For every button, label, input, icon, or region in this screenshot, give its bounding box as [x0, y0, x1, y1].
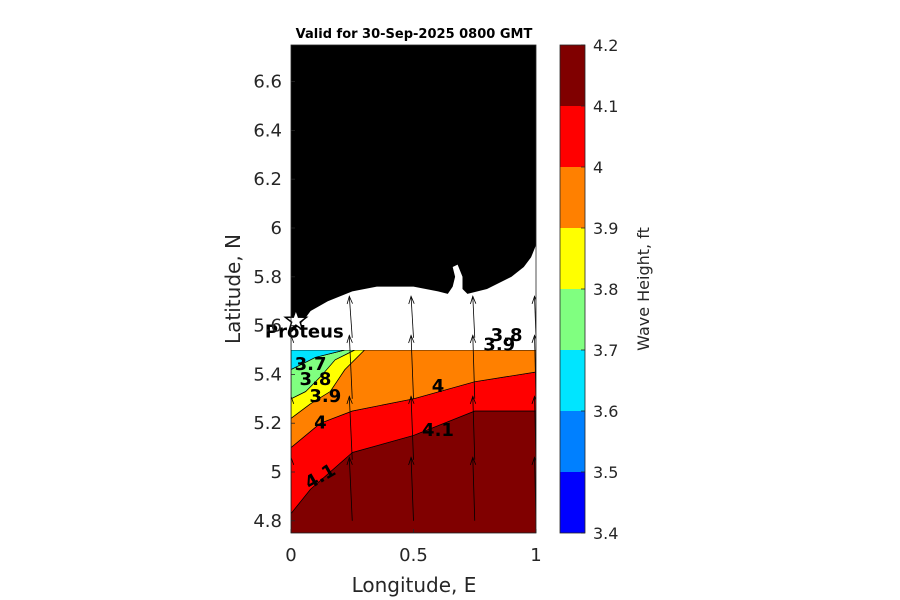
x-tick-label-1: 0.5: [399, 545, 428, 566]
wave-vector-7: [408, 395, 415, 460]
colorbar-tick-label-2: 3.6: [593, 402, 618, 421]
wave-vector-15: [346, 295, 353, 338]
coastline-region: [291, 245, 536, 350]
wave-vector-12: [408, 334, 415, 399]
colorbar-tick-label-5: 3.9: [593, 219, 618, 238]
x-axis-ticks: 0 0.5 1: [285, 529, 542, 566]
colorbar-tick-label-4: 3.8: [593, 280, 618, 299]
y-tick-label-2: 5.2: [253, 413, 282, 434]
y-tick-label-3: 5.4: [253, 364, 282, 385]
wave-vector-6: [346, 395, 353, 460]
y-axis-label: Latitude, N: [221, 234, 245, 344]
colorbar-swatch-5: [560, 167, 585, 228]
wave-vector-2: [408, 456, 415, 521]
station-label-proteus[interactable]: Proteus: [265, 322, 344, 343]
colorbar-tick-label-8: 4.2: [593, 36, 618, 55]
wave-vector-11: [346, 334, 353, 399]
y-tick-label-4: 5.6: [253, 316, 282, 337]
colorbar-swatch-6: [560, 106, 585, 167]
x-tick-label-0: 0: [285, 545, 296, 566]
x-axis-label: Longitude, E: [352, 573, 477, 597]
y-tick-label-0: 4.8: [253, 511, 282, 532]
wave-vector-1: [346, 456, 353, 521]
wave-vector-5: [291, 395, 295, 460]
contour-label-3: 3.8: [300, 369, 332, 390]
colorbar-tick-label-6: 4: [593, 158, 603, 177]
y-tick-label-8: 6.4: [253, 120, 282, 141]
colorbar-ticks: 3.4 3.5 3.6 3.7 3.8 3.9 4 4.1 4.2: [581, 36, 618, 543]
colorbar-swatches: [560, 45, 585, 533]
plot-area: [291, 45, 536, 533]
colorbar-swatch-7: [560, 45, 585, 106]
contour-labels: 4.143.93.83.74.143.93.8: [295, 325, 523, 494]
colorbar-swatch-3: [560, 289, 585, 350]
y-tick-label-9: 6.6: [253, 72, 282, 93]
wave-vector-10: [291, 334, 295, 399]
station-star-icon[interactable]: [283, 307, 309, 332]
colorbar-swatch-1: [560, 411, 585, 472]
contour-label-6: 4: [432, 376, 445, 397]
wave-vector-3: [469, 456, 477, 521]
contour-label-5: 4.1: [422, 420, 454, 441]
colorbar-swatch-4: [560, 228, 585, 289]
y-tick-label-1: 5: [271, 462, 282, 483]
contour-label-8: 3.8: [491, 325, 523, 346]
station-marker-group: Proteus: [265, 307, 344, 343]
y-tick-label-5: 5.8: [253, 267, 282, 288]
wave-vector-16: [408, 295, 415, 338]
colorbar-swatch-2: [560, 350, 585, 411]
colorbar: 3.4 3.5 3.6 3.7 3.8 3.9 4 4.1 4.2 Wave Height, f…: [559, 36, 653, 543]
colorbar-tick-label-3: 3.7: [593, 341, 618, 360]
colorbar-label: Wave Height, ft: [634, 227, 653, 351]
colorbar-tick-label-0: 3.4: [593, 524, 618, 543]
x-tick-label-2: 1: [530, 545, 541, 566]
chart-title: Valid for 30-Sep-2025 0800 GMT: [296, 27, 533, 42]
wave-vector-17: [470, 295, 477, 338]
wave-vector-0: [291, 456, 295, 521]
y-axis-ticks: 4.8 5 5.2 5.4 5.6 5.8 6 6.2 6.4 6.6: [253, 72, 295, 532]
colorbar-tick-label-1: 3.5: [593, 463, 618, 482]
wave-vector-8: [469, 395, 477, 460]
contour-label-2: 3.9: [309, 386, 341, 407]
y-tick-label-7: 6.2: [253, 169, 282, 190]
colorbar-swatch-0: [560, 472, 585, 533]
colorbar-tick-label-7: 4.1: [593, 97, 618, 116]
contour-label-4: 3.7: [295, 354, 327, 375]
contour-label-1: 4: [314, 413, 327, 434]
wave-vector-13: [469, 334, 477, 399]
contour-label-7: 3.9: [483, 335, 515, 356]
y-tick-label-6: 6: [271, 218, 282, 239]
